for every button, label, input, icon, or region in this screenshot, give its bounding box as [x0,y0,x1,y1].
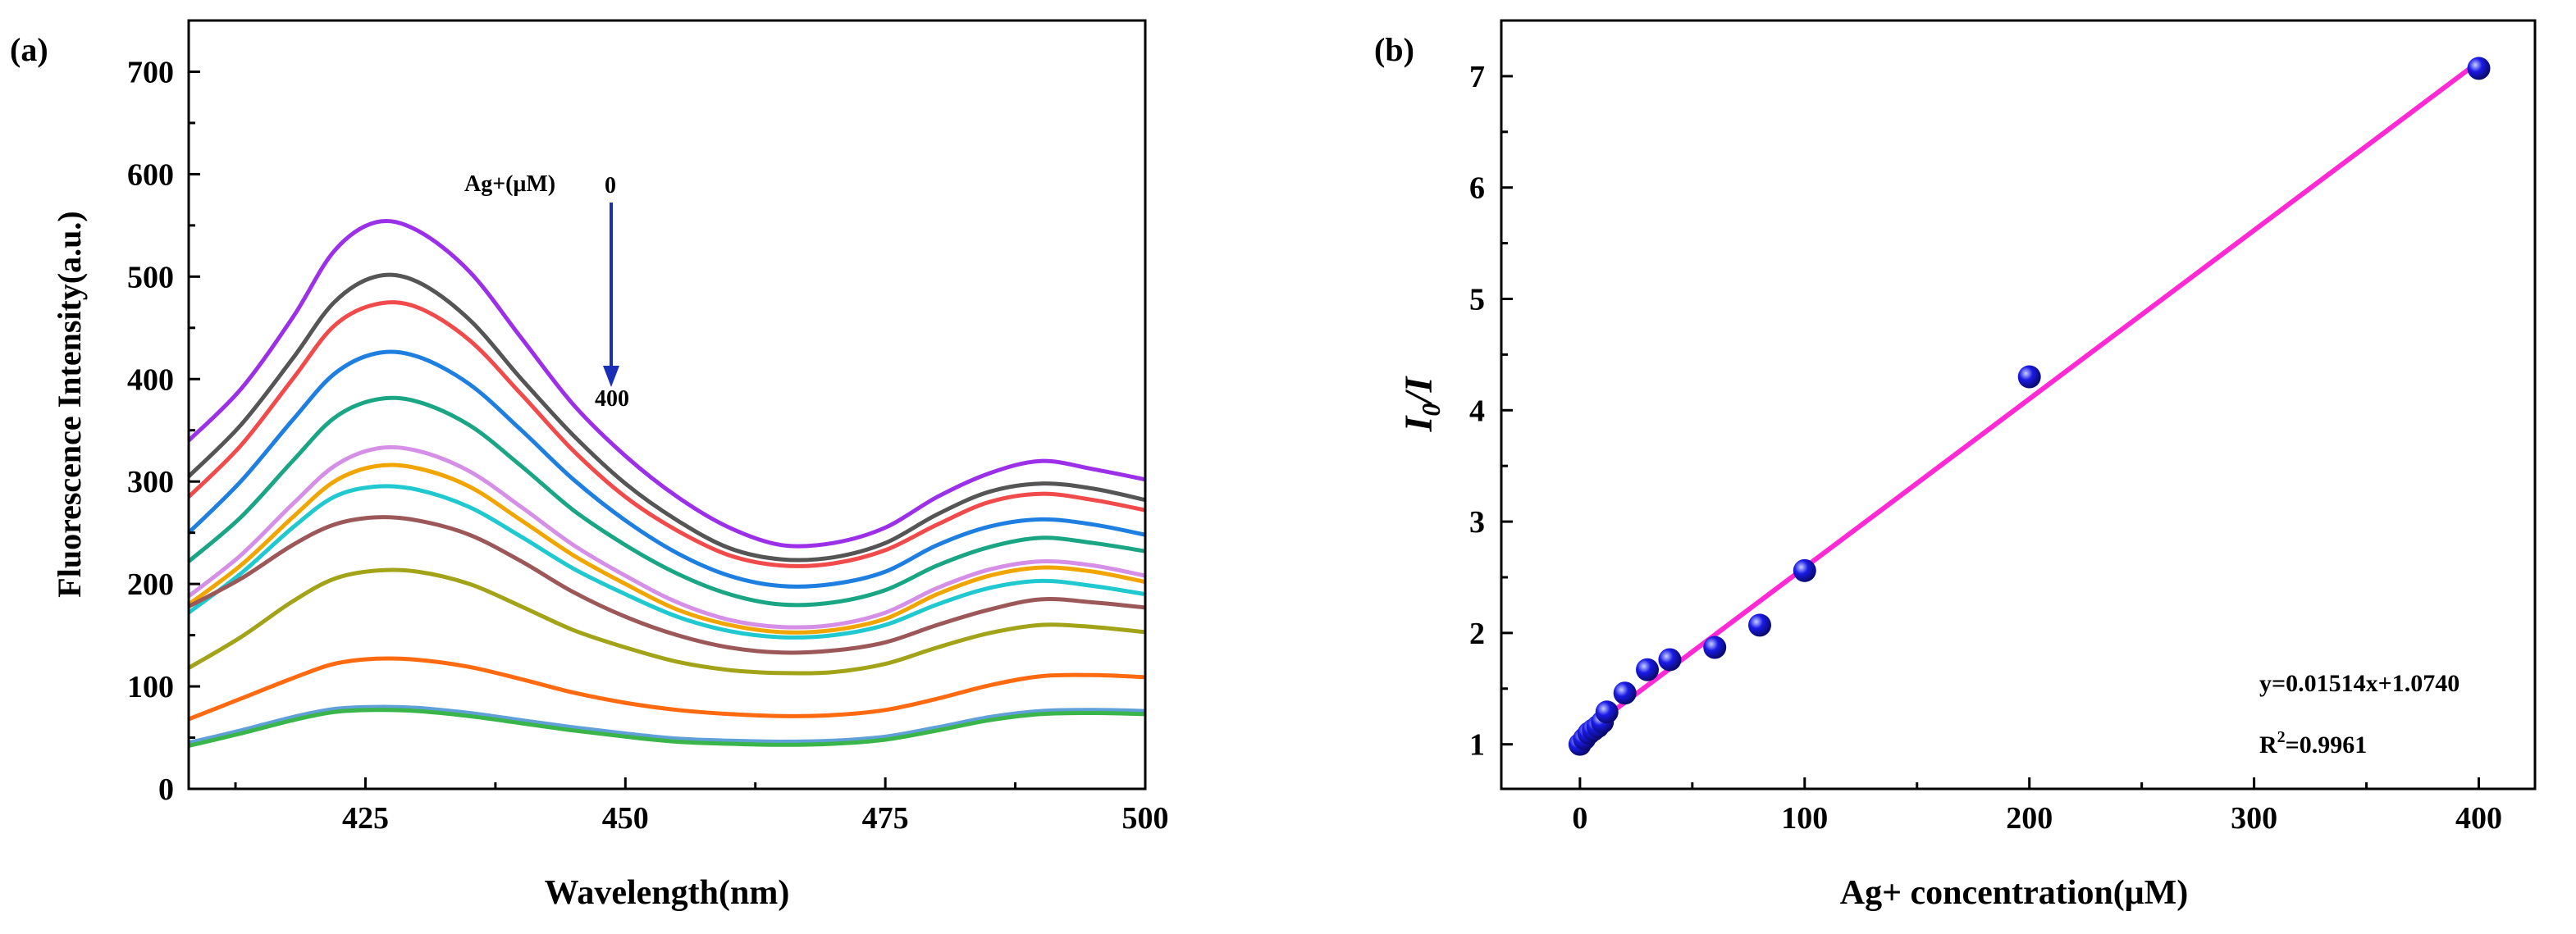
series-3-line [187,349,1146,589]
series-6-line [187,462,1146,635]
x-tick-label: 300 [2231,801,2277,836]
data-point [1595,700,1619,724]
panel-b-label: (b) [1374,31,1414,68]
y-tick-label: 4 [1469,394,1485,428]
panel-b-ticks: 1 2 3 4 5 6 7 0 100 200 300 400 [1469,19,2502,836]
panel-b-y-axis-title: I0/I [1397,375,1446,432]
y-tick-label: 200 [127,567,174,602]
annotation-end: 400 [595,386,629,412]
series-0-line [187,219,1146,549]
data-point [1613,681,1637,705]
y-title-tail: /I [1397,375,1441,405]
y-tick-label: 5 [1469,282,1485,317]
panel-b-plot-frame [1500,19,2537,790]
y-tick-label: 2 [1469,617,1485,651]
fit-line [1578,59,2481,739]
data-point [1793,558,1816,582]
series-8-line [187,515,1146,655]
r-squared-value: =0.9961 [2286,731,2368,759]
data-point [2017,365,2041,389]
y-tick-label: 7 [1469,60,1485,94]
panel-a: (a) Ag+(μM) 0 400 0 100 200 300 400 500 600 700… [10,19,1169,912]
fit-equation: y=0.01514x+1.0740 [2259,670,2460,697]
panel-a-axes [187,19,1147,790]
data-point [2467,57,2491,80]
series-11-line [188,704,1146,745]
panel-b-points [1568,57,2491,756]
annotation-label: Ag+(μM) [464,171,555,197]
r-squared-exponent: 2 [2277,728,2286,746]
series-4-line [187,395,1146,608]
series-9-line [187,567,1146,676]
series-12-line [188,708,1146,748]
y-title-main: I [1397,414,1441,432]
r-squared-label: R [2259,731,2277,759]
r-squared: R2=0.9961 [2259,728,2367,759]
arrow-head [603,366,619,387]
y-tick-label: 400 [127,362,174,397]
panel-a-lines [187,219,1146,748]
series-5-line [187,444,1146,630]
panel-a-ticks: 0 100 200 300 400 500 600 700 425 450 475 500 [127,19,1169,836]
y-tick-label: 600 [127,157,174,192]
series-10-line [188,656,1146,722]
x-tick-label: 425 [342,801,389,836]
y-tick-label: 0 [158,772,174,807]
x-tick-label: 200 [2006,801,2053,836]
panel-b-x-axis-title: Ag+ concentration(μM) [1840,874,2188,912]
x-tick-label: 475 [862,801,909,836]
y-tick-label: 100 [127,670,174,704]
data-point [1748,613,1771,637]
annotation-start: 0 [605,173,616,198]
panel-b: (b) 1 2 3 4 5 6 7 0 100 200 300 400 y=0.01514x+1.07… [1374,19,2537,912]
series-1-line [187,272,1146,563]
series-2-line [187,300,1146,568]
y-tick-label: 300 [127,465,174,499]
data-point [1658,648,1682,672]
y-tick-label: 3 [1469,505,1485,540]
concentration-arrow [603,203,619,387]
x-tick-label: 100 [1781,801,1828,836]
panel-b-fit [1578,59,2481,739]
panel-a-x-axis-title: Wavelength(nm) [545,874,790,912]
data-point [1636,658,1660,681]
x-tick-label: 500 [1122,801,1169,836]
series-7-line [187,484,1146,640]
y-title-subscript: 0 [1416,403,1446,417]
y-tick-label: 500 [127,260,174,294]
y-tick-label: 700 [127,55,174,89]
data-point [1703,636,1727,659]
y-tick-label: 1 [1469,728,1485,763]
panel-a-label: (a) [10,31,48,68]
panel-a-plot-frame [187,19,1147,790]
x-tick-label: 0 [1572,801,1587,836]
x-tick-label: 450 [602,801,649,836]
panel-a-y-axis-title: Fluorescence Intensity(a.u.) [51,211,88,597]
y-tick-label: 6 [1469,171,1485,206]
x-tick-label: 400 [2455,801,2502,836]
